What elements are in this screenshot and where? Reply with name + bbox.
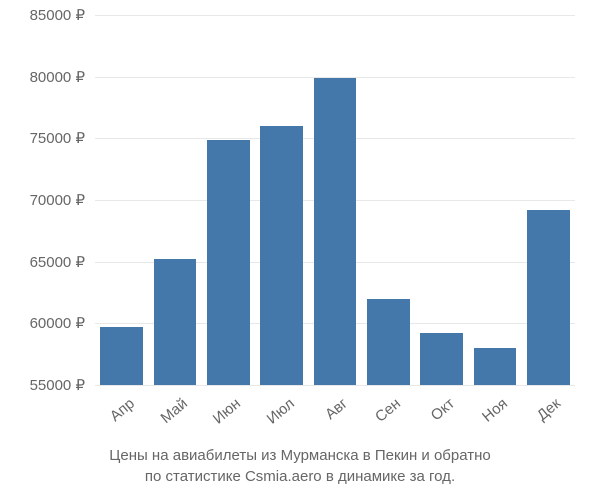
y-tick-label: 65000 ₽ xyxy=(0,253,85,271)
y-tick-label: 75000 ₽ xyxy=(0,129,85,147)
bar xyxy=(474,348,517,385)
caption-line-2: по статистике Csmia.aero в динамике за г… xyxy=(0,466,600,487)
bar xyxy=(207,140,250,385)
x-tick-label: Июн xyxy=(187,395,244,447)
bar xyxy=(260,126,303,385)
x-tick-label: Июл xyxy=(241,395,298,447)
y-tick-label: 80000 ₽ xyxy=(0,68,85,86)
bar xyxy=(420,333,463,385)
bar xyxy=(314,78,357,385)
x-tick-label: Окт xyxy=(401,395,458,447)
bar xyxy=(367,299,410,385)
x-tick-label: Дек xyxy=(507,395,564,447)
y-tick-label: 55000 ₽ xyxy=(0,376,85,394)
bar xyxy=(154,259,197,385)
y-tick-label: 85000 ₽ xyxy=(0,6,85,24)
x-tick-label: Авг xyxy=(294,395,351,447)
price-chart: 55000 ₽ 60000 ₽ 65000 ₽ 70000 ₽ 75000 ₽ 80000… xyxy=(0,0,600,500)
x-tick-label: Ноя xyxy=(454,395,511,447)
chart-caption: Цены на авиабилеты из Мурманска в Пекин … xyxy=(0,445,600,487)
caption-line-1: Цены на авиабилеты из Мурманска в Пекин … xyxy=(0,445,600,466)
y-tick-label: 70000 ₽ xyxy=(0,191,85,209)
x-tick-label: Май xyxy=(134,395,191,447)
bar xyxy=(100,327,143,385)
bar xyxy=(527,210,570,385)
x-tick-label: Сен xyxy=(347,395,404,447)
plot-area xyxy=(95,15,575,385)
x-tick-label: Апр xyxy=(81,395,138,447)
grid-line xyxy=(95,385,575,386)
y-tick-label: 60000 ₽ xyxy=(0,314,85,332)
